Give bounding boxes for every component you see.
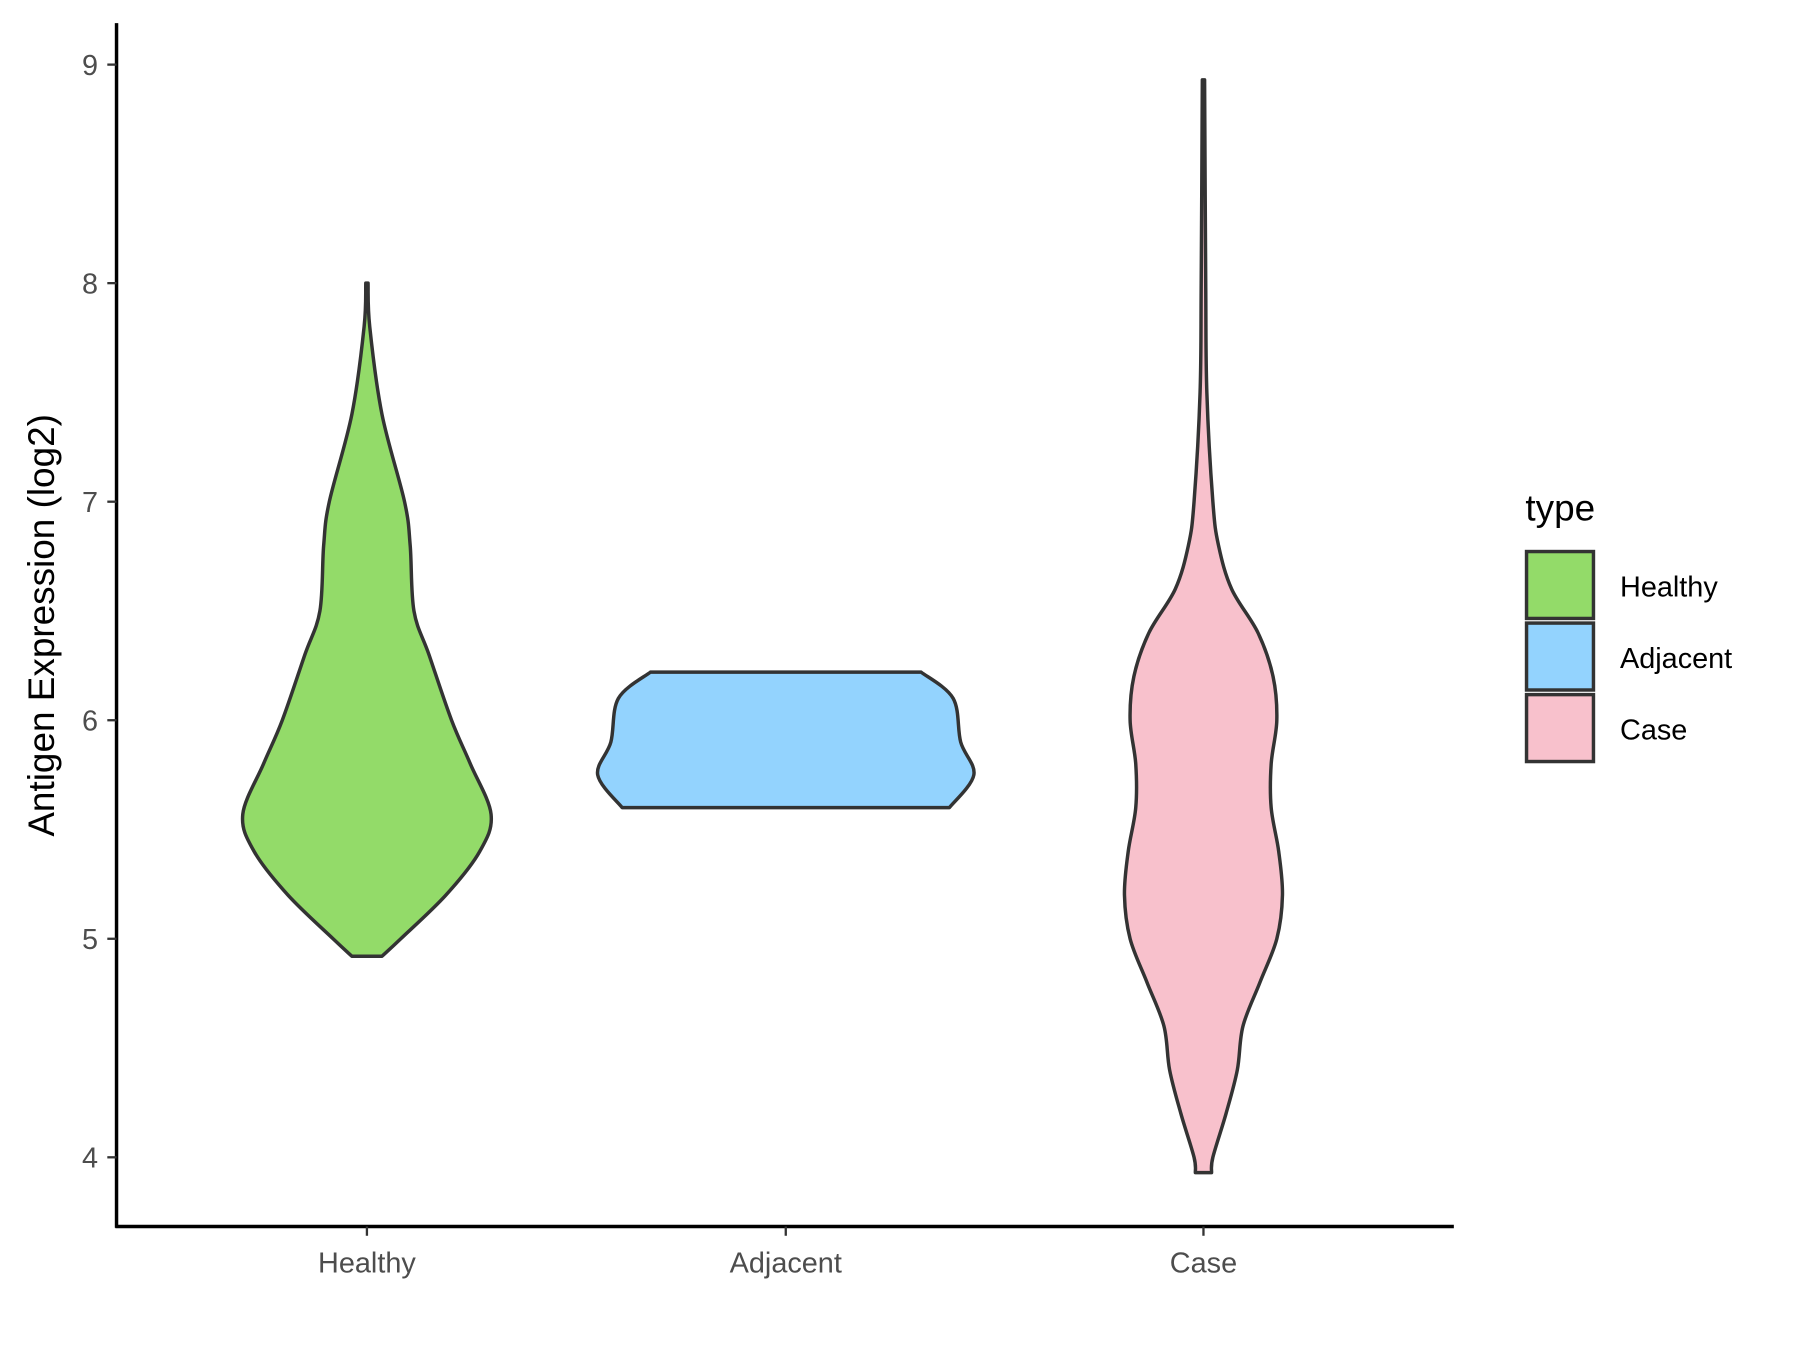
legend-label: Healthy xyxy=(1620,572,1718,604)
violin-case xyxy=(1122,78,1285,1175)
violins xyxy=(240,78,1285,1175)
x-tick-label: Case xyxy=(1170,1248,1237,1280)
y-tick-label: 9 xyxy=(82,50,98,82)
y-axis-label: Antigen Expression (log2) xyxy=(21,414,62,837)
y-tick-label: 8 xyxy=(82,269,98,301)
y-ticks: 4 5 6 7 8 9 xyxy=(82,50,117,1175)
legend-label: Adjacent xyxy=(1620,643,1732,675)
legend: type Healthy Adjacent Case xyxy=(1524,487,1732,764)
x-ticks: Healthy Adjacent Case xyxy=(318,1226,1237,1280)
y-tick-label: 7 xyxy=(82,487,98,519)
violin-healthy xyxy=(240,281,494,958)
legend-title: type xyxy=(1525,487,1595,528)
legend-key-healthy xyxy=(1524,549,1596,621)
y-tick-label: 6 xyxy=(82,706,98,738)
y-tick-label: 5 xyxy=(82,924,98,956)
y-tick-label: 4 xyxy=(82,1143,98,1175)
legend-label: Case xyxy=(1620,715,1687,747)
legend-key-adjacent xyxy=(1524,621,1596,692)
x-tick-label: Healthy xyxy=(318,1248,416,1280)
legend-key-case xyxy=(1524,692,1596,764)
violin-adjacent xyxy=(595,670,976,810)
x-tick-label: Adjacent xyxy=(730,1248,842,1280)
